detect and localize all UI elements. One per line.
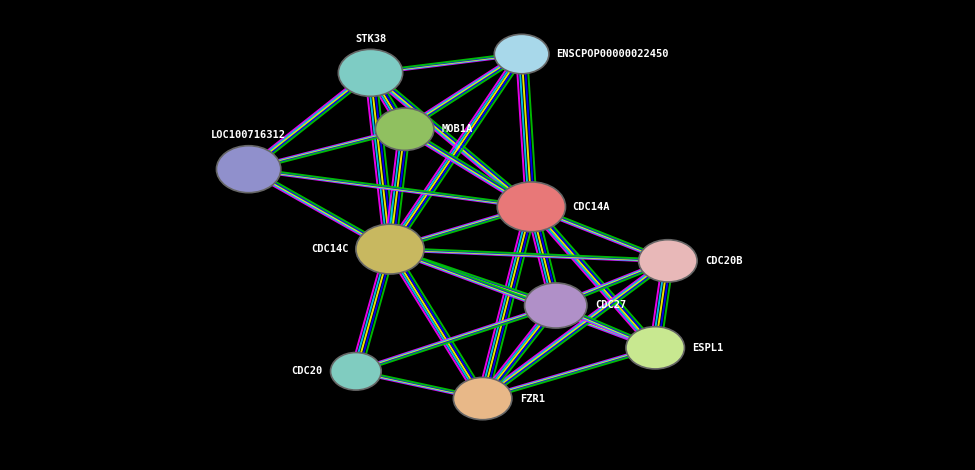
Ellipse shape <box>494 34 549 74</box>
Ellipse shape <box>626 327 684 369</box>
Ellipse shape <box>375 108 434 150</box>
Text: FZR1: FZR1 <box>520 393 545 404</box>
Text: ENSCPOP00000022450: ENSCPOP00000022450 <box>556 49 668 59</box>
Ellipse shape <box>453 377 512 420</box>
Ellipse shape <box>497 182 566 232</box>
Text: ESPL1: ESPL1 <box>692 343 723 353</box>
Text: CDC27: CDC27 <box>595 300 626 311</box>
Ellipse shape <box>525 283 587 328</box>
Text: CDC14C: CDC14C <box>312 244 349 254</box>
Text: STK38: STK38 <box>355 34 386 44</box>
Text: CDC14A: CDC14A <box>572 202 609 212</box>
Text: LOC100716312: LOC100716312 <box>212 130 286 140</box>
Ellipse shape <box>639 240 697 282</box>
Text: MOB1A: MOB1A <box>442 124 473 134</box>
Ellipse shape <box>216 146 281 193</box>
Text: CDC20B: CDC20B <box>705 256 742 266</box>
Text: CDC20: CDC20 <box>292 366 323 376</box>
Ellipse shape <box>338 49 403 96</box>
Ellipse shape <box>331 352 381 390</box>
Ellipse shape <box>356 224 424 274</box>
